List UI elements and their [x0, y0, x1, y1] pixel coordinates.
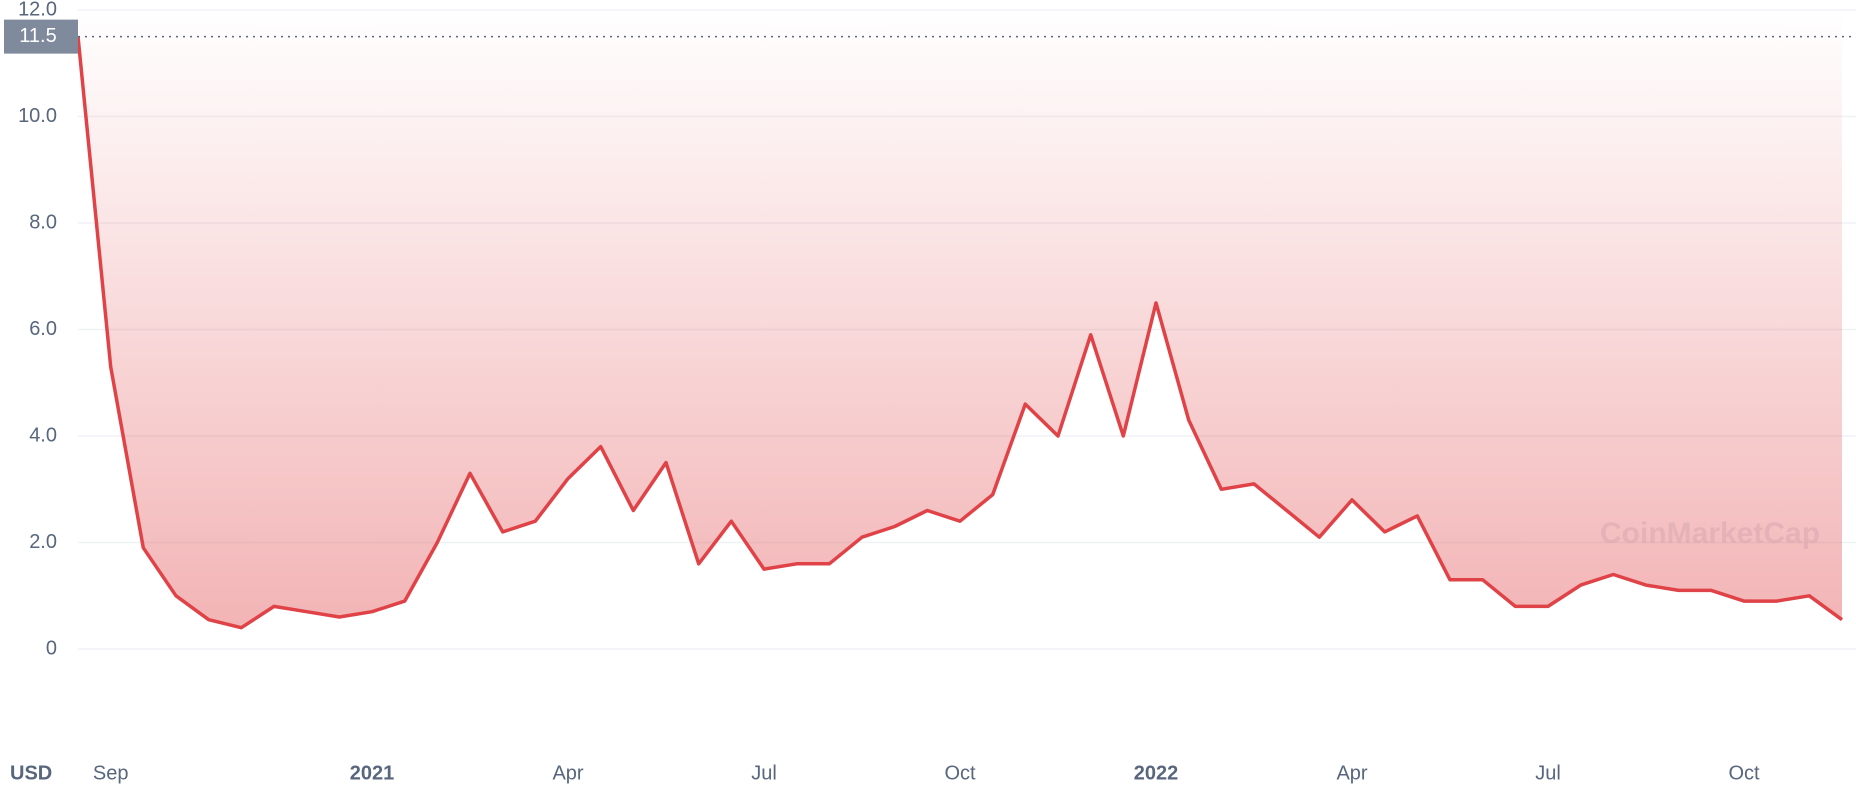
price-marker-box	[4, 19, 78, 54]
price-line	[76, 36, 1844, 630]
y-tick-label: 2.0	[29, 531, 57, 553]
x-tick-label: Oct	[1728, 762, 1760, 784]
price-area	[78, 10, 1842, 628]
y-tick-label: 12.0	[18, 0, 57, 20]
x-tick-label: Apr	[1336, 762, 1367, 784]
y-tick-label: 0	[46, 637, 57, 659]
x-tick-label: Apr	[552, 762, 583, 784]
price-marker-label: 11.5	[19, 25, 56, 47]
y-tick-label: 10.0	[18, 105, 57, 127]
y-tick-label: 6.0	[29, 318, 57, 340]
x-tick-label: 2021	[350, 762, 395, 784]
y-tick-label: 8.0	[29, 211, 57, 233]
y-tick-label: 4.0	[29, 424, 57, 446]
x-tick-label: 2022	[1134, 762, 1179, 784]
x-tick-label: Oct	[944, 762, 976, 784]
axis-label: USD	[10, 762, 52, 784]
x-tick-label: Sep	[93, 762, 129, 784]
x-tick-label: Jul	[751, 762, 777, 784]
x-tick-label: Jul	[1535, 762, 1561, 784]
